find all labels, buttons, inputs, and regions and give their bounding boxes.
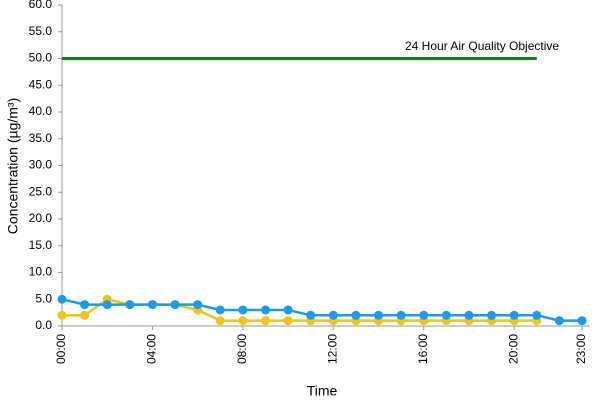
data-point (57, 310, 67, 320)
data-point (215, 316, 225, 326)
data-point (554, 316, 564, 326)
data-point (147, 300, 157, 310)
data-point (215, 305, 225, 315)
data-point (464, 310, 474, 320)
y-tick-label: 10.0 (29, 265, 53, 279)
data-point (509, 310, 519, 320)
data-point (193, 300, 203, 310)
data-point (57, 294, 67, 304)
y-tick-label: 20.0 (29, 211, 53, 225)
data-point (441, 310, 451, 320)
data-point (351, 310, 361, 320)
y-tick-label: 45.0 (29, 77, 53, 91)
y-tick-label: 25.0 (29, 184, 53, 198)
y-tick-label: 50.0 (29, 51, 53, 65)
x-tick-label: 12:00 (325, 334, 339, 364)
data-point (80, 300, 90, 310)
y-tick-label: 40.0 (29, 104, 53, 118)
y-tick-label: 30.0 (29, 158, 53, 172)
annotation: 24 Hour Air Quality Objective (405, 39, 559, 53)
y-tick-label: 15.0 (29, 238, 53, 252)
data-point (102, 300, 112, 310)
data-point (374, 310, 384, 320)
x-tick-label: 04:00 (145, 334, 159, 364)
y-tick-label: 5.0 (35, 291, 52, 305)
data-point (328, 310, 338, 320)
data-point (306, 310, 316, 320)
data-point (419, 310, 429, 320)
data-point (260, 305, 270, 315)
data-point (283, 316, 293, 326)
data-point (125, 300, 135, 310)
data-point (80, 310, 90, 320)
x-tick-label: 23:00 (574, 334, 588, 364)
data-point (260, 316, 270, 326)
y-tick-label: 35.0 (29, 131, 53, 145)
y-tick-label: 55.0 (29, 24, 53, 38)
x-tick-label: 00:00 (54, 334, 68, 364)
y-tick-label: 60.0 (29, 0, 53, 11)
y-axis-title: Concentration (µg/m³) (5, 98, 21, 234)
data-point (487, 310, 497, 320)
x-tick-label: 16:00 (416, 334, 430, 364)
x-tick-label: 20:00 (506, 334, 520, 364)
data-point (577, 316, 587, 326)
data-point (396, 310, 406, 320)
data-point (170, 300, 180, 310)
x-tick-label: 08:00 (235, 334, 249, 364)
y-tick-label: 0.0 (35, 318, 52, 332)
data-point (238, 305, 248, 315)
data-point (238, 316, 248, 326)
data-point (532, 310, 542, 320)
series-line (61, 298, 582, 322)
x-axis-title: Time (307, 383, 338, 399)
data-point (283, 305, 293, 315)
